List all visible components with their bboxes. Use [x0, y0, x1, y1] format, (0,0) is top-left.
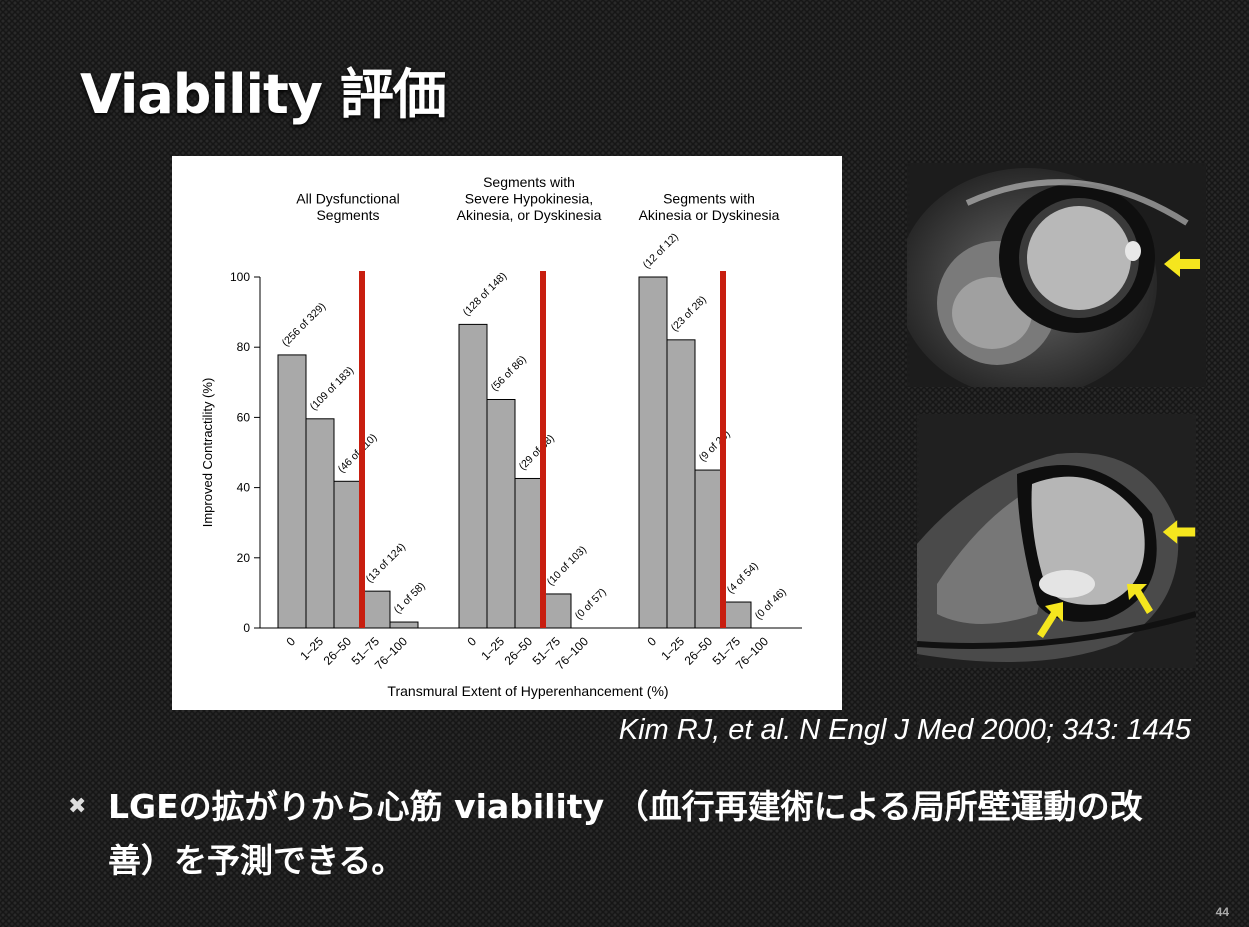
group-title: Segments with: [663, 191, 755, 207]
x-tick-label: 26–50: [682, 634, 716, 668]
page-title: Viability 評価: [80, 63, 447, 126]
bar: [486, 398, 516, 629]
data-label: (29 of 68): [517, 432, 557, 472]
threshold-line: [540, 271, 546, 628]
x-tick-label: 0: [283, 634, 298, 649]
group-title: Akinesia, or Dyskinesia: [457, 207, 602, 223]
data-label: (46 of 110): [336, 432, 380, 476]
bar: [722, 601, 752, 629]
data-label: (109 of 183): [308, 364, 357, 413]
data-label: (0 of 46): [753, 586, 789, 622]
y-tick-label: 60: [237, 410, 251, 424]
y-tick-label: 0: [243, 621, 250, 635]
threshold-line: [359, 271, 365, 628]
data-label: (23 of 28): [669, 294, 709, 334]
citation: Kim RJ, et al. N Engl J Med 2000; 343: 1…: [618, 714, 1191, 746]
bar: [694, 469, 724, 629]
bar-chart-panel: 0 20 40 60 80 100 Improved Contractility (%) Al…: [172, 156, 842, 710]
mri-short-axis-image: [907, 163, 1206, 387]
group-title: All Dysfunctional: [296, 191, 400, 207]
data-label: (56 of 86): [489, 353, 529, 393]
bar: [666, 339, 696, 629]
bar: [542, 593, 572, 629]
mri-long-axis-image: [917, 414, 1196, 668]
group-title: Akinesia or Dyskinesia: [639, 207, 780, 223]
x-axis-title: Transmural Extent of Hyperenhancement (%…: [387, 683, 668, 699]
y-tick-label: 80: [237, 340, 251, 354]
bar: [361, 590, 391, 629]
data-label: (256 of 329): [280, 301, 329, 350]
group-title: Severe Hypokinesia,: [465, 191, 593, 207]
cross-bullet-icon: ✖: [68, 794, 87, 819]
arrow-icon: [1164, 251, 1200, 277]
arrow-icon: [1037, 602, 1063, 638]
bar: [277, 354, 307, 629]
y-tick-label: 100: [230, 270, 250, 284]
bar: [638, 276, 668, 629]
data-label: (13 of 124): [364, 541, 408, 585]
y-tick-label: 40: [237, 481, 251, 495]
arrow-icon: [1127, 584, 1153, 614]
bar: [389, 621, 419, 629]
x-tick-label: 26–50: [321, 634, 355, 668]
bar: [458, 323, 488, 629]
page-number: 44: [1215, 905, 1229, 919]
data-label: (9 of 20): [697, 428, 733, 464]
x-tick-label: 0: [464, 634, 479, 649]
bar: [514, 477, 544, 629]
data-label: (128 of 148): [461, 270, 510, 319]
bar: [333, 480, 363, 629]
x-tick-label: 26–50: [502, 634, 536, 668]
data-label: (4 of 54): [725, 560, 761, 596]
bar: [305, 418, 335, 629]
threshold-line: [720, 271, 726, 628]
group-title: Segments with: [483, 174, 575, 190]
bar-chart: 0 20 40 60 80 100 Improved Contractility (%) Al…: [200, 174, 802, 699]
group-title: Segments: [316, 207, 379, 223]
y-axis-title: Improved Contractility (%): [200, 378, 215, 528]
y-tick-label: 20: [237, 551, 251, 565]
data-label: (10 of 103): [545, 544, 589, 588]
bullet-text: LGEの拡がりから心筋 viability （血行再建術による局所壁運動の改善）…: [108, 787, 1143, 880]
data-label: (1 of 58): [392, 580, 428, 616]
arrow-icon: [1162, 520, 1196, 544]
x-tick-label: 0: [644, 634, 659, 649]
data-label: (12 of 12): [641, 231, 681, 271]
data-label: (0 of 57): [573, 586, 609, 622]
